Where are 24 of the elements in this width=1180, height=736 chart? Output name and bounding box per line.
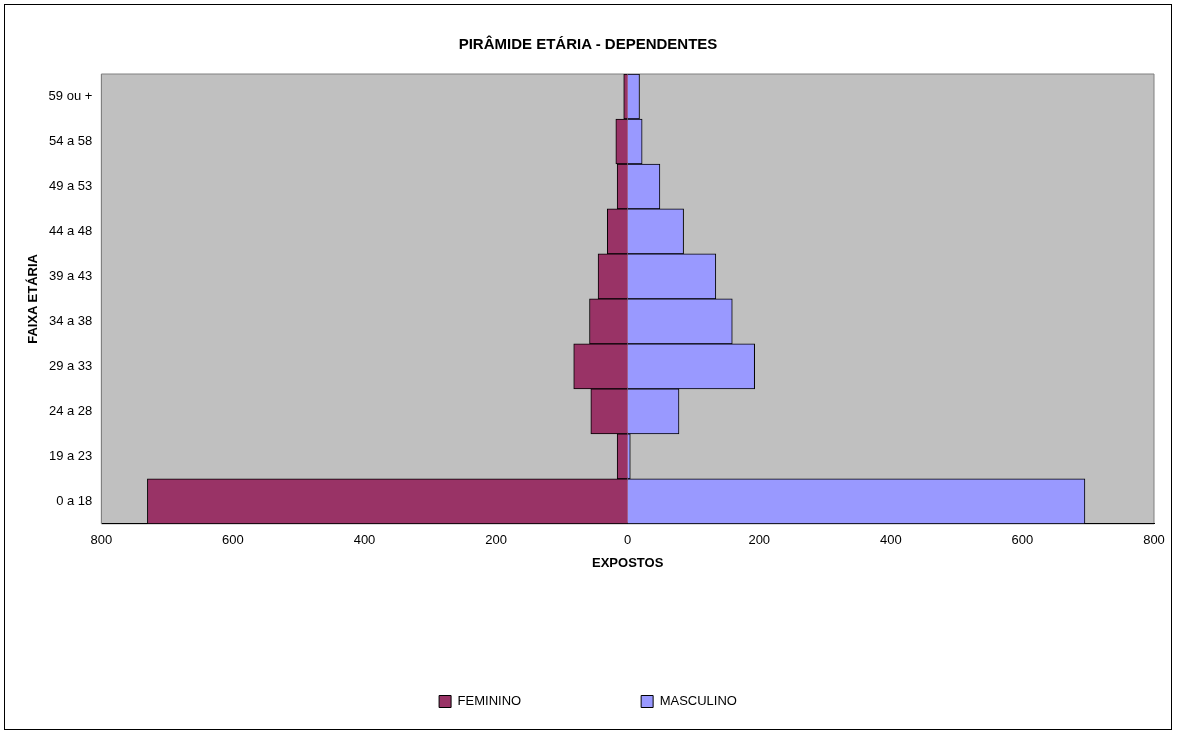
x-tick-label: 800: [1143, 532, 1165, 548]
y-tick-label: 39 a 43: [48, 267, 93, 283]
x-tick-label: 400: [353, 532, 376, 548]
legend-label: FEMININO: [457, 693, 522, 709]
x-tick-label: 400: [879, 532, 902, 548]
x-axis-title: EXPOSTOS: [592, 554, 664, 570]
x-tick-label: 600: [222, 532, 244, 548]
chart-title: PIRÂMIDE ETÁRIA - DEPENDENTES: [458, 35, 718, 53]
y-tick-label: 54 a 58: [48, 133, 93, 149]
x-tick-label: 800: [90, 532, 113, 548]
y-tick-label: 34 a 38: [48, 312, 93, 328]
y-tick-label: 44 a 48: [48, 223, 93, 239]
y-tick-label: 29 a 33: [48, 357, 93, 373]
y-axis-title: FAIXA ETÁRIA: [25, 253, 41, 344]
y-tick-label: 19 a 23: [48, 447, 93, 463]
x-tick-label: 0: [624, 532, 632, 548]
x-tick-label: 600: [1011, 532, 1034, 548]
y-tick-label: 0 a 18: [56, 492, 93, 508]
y-tick-label: 49 a 53: [48, 178, 93, 194]
x-tick-label: 200: [748, 532, 771, 548]
y-tick-label: 59 ou +: [48, 88, 93, 104]
x-tick-label: 200: [485, 532, 507, 548]
y-tick-label: 24 a 28: [48, 402, 93, 418]
legend-label: MASCULINO: [659, 693, 737, 709]
